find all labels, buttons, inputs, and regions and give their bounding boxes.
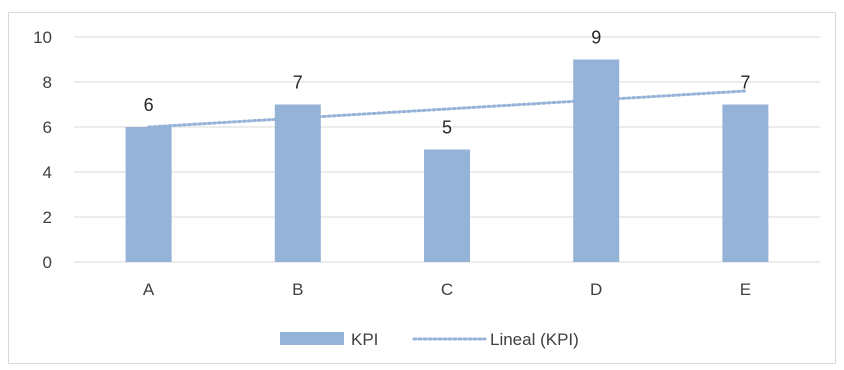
data-label: 7 xyxy=(740,73,750,93)
legend-label-kpi: KPI xyxy=(351,330,378,349)
bar xyxy=(573,59,620,262)
y-tick-label: 0 xyxy=(43,253,52,272)
bar xyxy=(125,127,172,262)
y-tick-label: 6 xyxy=(43,118,52,137)
y-tick-label: 2 xyxy=(43,208,52,227)
gridlines xyxy=(74,36,820,263)
trendline-path xyxy=(147,89,747,129)
legend-swatch-kpi xyxy=(280,332,344,345)
x-tick-label: B xyxy=(292,280,303,299)
bar xyxy=(722,104,769,262)
legend-label-trendline: Lineal (KPI) xyxy=(490,330,579,349)
x-tick-label: A xyxy=(143,280,155,299)
bars xyxy=(125,59,769,262)
data-label: 9 xyxy=(591,28,601,48)
y-tick-label: 8 xyxy=(43,73,52,92)
data-label: 6 xyxy=(144,95,154,115)
legend: KPI Lineal (KPI) xyxy=(280,330,579,349)
y-axis-ticks: 0 2 4 6 8 10 xyxy=(33,28,52,272)
bar xyxy=(274,104,321,262)
y-tick-label: 4 xyxy=(43,163,52,182)
trendline xyxy=(147,89,747,129)
data-label: 5 xyxy=(442,118,452,138)
x-tick-label: D xyxy=(590,280,602,299)
y-tick-label: 10 xyxy=(33,28,52,47)
x-tick-label: E xyxy=(740,280,751,299)
data-labels: 6 7 5 9 7 xyxy=(144,28,751,138)
bar xyxy=(424,149,470,262)
data-label: 7 xyxy=(293,73,303,93)
x-axis-ticks: A B C D E xyxy=(143,280,751,299)
x-tick-label: C xyxy=(441,280,453,299)
